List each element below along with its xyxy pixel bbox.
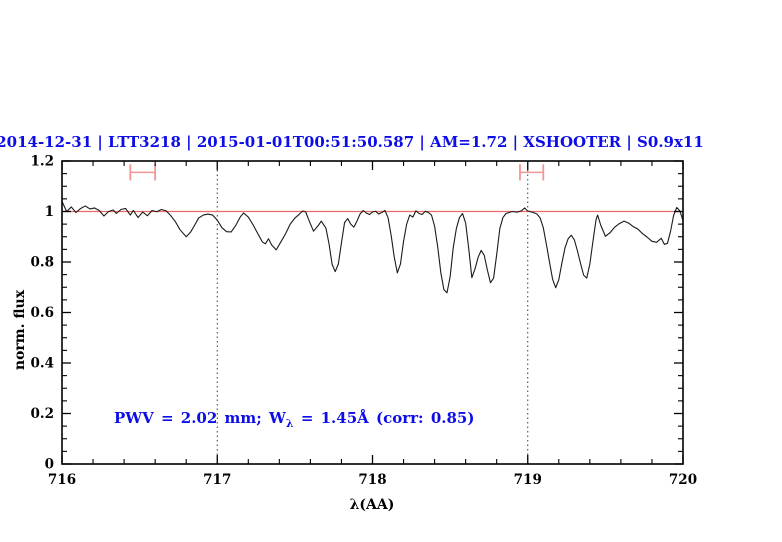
x-axis-label: λ(AA) bbox=[349, 497, 395, 513]
y-tick-label: 0 bbox=[45, 457, 54, 473]
y-tick-label: 0.6 bbox=[31, 305, 55, 321]
x-tick-label: 720 bbox=[669, 472, 697, 488]
x-tick-label: 718 bbox=[358, 472, 386, 488]
x-tick-label: 717 bbox=[203, 472, 231, 488]
x-tick-label: 716 bbox=[48, 472, 76, 488]
y-tick-label: 0.4 bbox=[31, 356, 55, 372]
y-axis-label: norm. flux bbox=[12, 289, 28, 371]
y-tick-label: 1 bbox=[45, 204, 54, 220]
spectrum-line bbox=[61, 200, 684, 294]
y-tick-label: 0.8 bbox=[31, 255, 55, 271]
y-tick-label: 0.2 bbox=[31, 406, 55, 422]
pwv-annotation: PWV = 2.02 mm; Wλ = 1.45Å (corr: 0.85) bbox=[114, 409, 474, 430]
y-tick-label: 1.2 bbox=[31, 154, 55, 170]
pwv-annotation-pre: PWV = 2.02 mm; W bbox=[114, 409, 286, 427]
pwv-annotation-post: = 1.45Å (corr: 0.85) bbox=[293, 409, 475, 427]
plot-title: 2014-12-31 | LTT3218 | 2015-01-01T00:51:… bbox=[0, 133, 704, 151]
pwv-annotation-lambda-subscript: λ bbox=[285, 417, 294, 430]
x-tick-label: 719 bbox=[514, 472, 542, 488]
